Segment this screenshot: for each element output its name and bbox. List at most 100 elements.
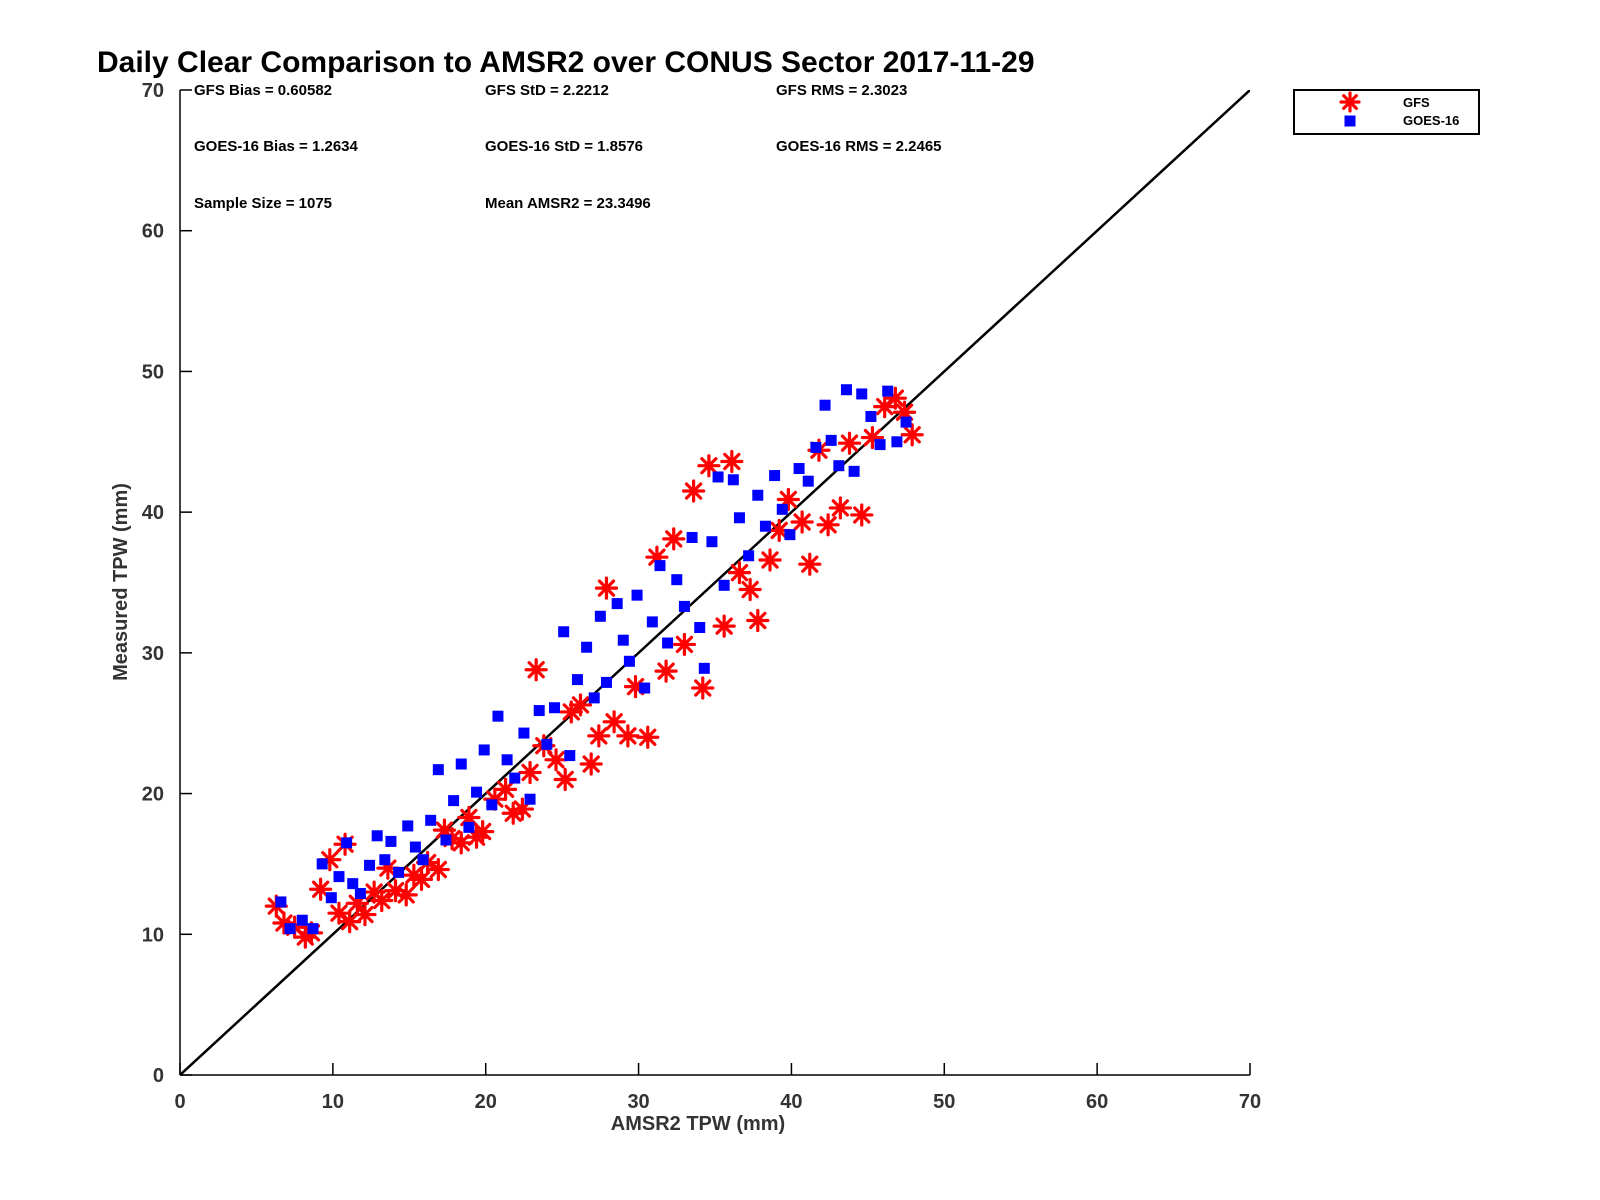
gfs-point-11: [353, 902, 377, 927]
gfs-point-52: [712, 614, 736, 638]
goes16-point-52: [686, 531, 698, 543]
gfs-point-35: [553, 767, 577, 792]
goes16-point-31: [524, 793, 536, 805]
goes16-point-23: [463, 821, 475, 833]
legend-goes16-marker: [1344, 115, 1356, 127]
stat-mean-amsr2: Mean AMSR2 = 23.3496: [485, 195, 651, 212]
goes16-point-9: [354, 887, 366, 899]
gfs-point-40: [594, 576, 619, 600]
goes16-point-48: [654, 560, 666, 572]
x-tick-label-2: 20: [475, 1091, 497, 1113]
goes16-point-39: [588, 692, 600, 704]
goes16-point-58: [727, 474, 739, 486]
goes16-point-5: [325, 892, 337, 904]
goes16-point-19: [432, 764, 444, 776]
goes16-point-21: [448, 795, 460, 807]
goes16-point-69: [819, 399, 831, 411]
series-goes16-points: [275, 384, 912, 935]
goes16-point-47: [646, 616, 658, 628]
goes16-point-8: [347, 878, 359, 890]
goes16-point-33: [541, 738, 553, 750]
gfs-point-54: [727, 561, 752, 585]
goes16-point-35: [558, 626, 570, 638]
stat-goes-rms: GOES-16 RMS = 2.2465: [776, 138, 942, 155]
gfs-point-51: [697, 454, 721, 478]
goes16-point-64: [776, 503, 788, 515]
gfs-point-44: [636, 725, 660, 749]
legend-gfs-marker: [1339, 91, 1361, 113]
goes16-point-11: [371, 830, 383, 842]
gfs-point-18: [409, 867, 434, 892]
gfs-point-55: [738, 577, 762, 602]
goes16-point-24: [471, 786, 483, 798]
goes16-point-1: [284, 923, 296, 935]
legend-goes16-square: [1344, 115, 1356, 127]
gfs-point-16: [394, 883, 418, 907]
stats-annotations: GFS Bias = 0.60582 GFS StD = 2.2212 GFS …: [194, 82, 942, 212]
goes16-point-75: [865, 410, 877, 422]
goes16-point-15: [402, 820, 414, 832]
goes16-point-68: [810, 441, 822, 453]
legend-box: [1293, 89, 1480, 135]
gfs-point-49: [681, 479, 706, 503]
y-tick-label-6: 60: [142, 221, 164, 243]
goes16-point-13: [385, 835, 397, 847]
gfs-point-32: [524, 658, 548, 682]
goes16-point-42: [611, 598, 623, 610]
goes16-point-3: [307, 923, 319, 935]
goes16-point-70: [825, 434, 837, 446]
gfs-point-65: [837, 431, 862, 455]
goes16-point-4: [316, 858, 328, 870]
goes16-point-77: [882, 385, 894, 397]
goes16-point-50: [671, 574, 683, 586]
goes16-point-30: [518, 727, 530, 739]
gfs-point-38: [579, 752, 603, 776]
gfs-point-5: [309, 877, 333, 901]
goes16-point-55: [706, 536, 718, 548]
x-axis-label: AMSR2 TPW (mm): [611, 1113, 785, 1135]
x-tick-label-5: 50: [933, 1091, 955, 1113]
gfs-point-29: [501, 801, 525, 825]
goes16-point-57: [718, 579, 730, 591]
goes16-point-79: [900, 416, 912, 428]
y-tick-label-5: 50: [142, 361, 164, 383]
goes16-point-78: [891, 436, 903, 448]
goes16-point-17: [417, 854, 429, 866]
goes16-point-51: [678, 600, 690, 612]
goes16-point-63: [769, 470, 781, 482]
goes16-point-59: [733, 512, 745, 524]
goes16-point-38: [581, 641, 593, 653]
stat-sample-size: Sample Size = 1075: [194, 195, 332, 212]
y-tick-label-1: 10: [142, 924, 164, 946]
gfs-point-53: [720, 449, 744, 474]
goes16-point-27: [492, 710, 504, 722]
goes16-point-54: [698, 662, 710, 674]
goes16-point-20: [440, 834, 452, 846]
goes16-point-6: [333, 871, 345, 883]
legend-gfs-label: GFS: [1403, 95, 1430, 110]
gfs-point-50: [691, 676, 715, 700]
goes16-point-53: [694, 622, 706, 634]
goes16-point-76: [874, 439, 886, 451]
goes16-point-29: [509, 772, 521, 784]
stat-gfs-bias: GFS Bias = 0.60582: [194, 82, 332, 99]
gfs-point-57: [758, 548, 782, 572]
goes16-point-22: [455, 758, 467, 770]
gfs-point-66: [850, 503, 874, 527]
y-axis-label: Measured TPW (mm): [110, 483, 132, 681]
goes16-point-65: [784, 529, 796, 541]
legend-goes16-label: GOES-16: [1403, 113, 1459, 128]
goes16-point-18: [425, 814, 437, 826]
legend-gfs-asterisk: [1339, 91, 1361, 113]
x-tick-label-4: 40: [780, 1091, 802, 1113]
goes16-point-28: [501, 754, 513, 766]
gfs-point-26: [471, 819, 495, 844]
goes16-point-7: [341, 837, 353, 849]
goes16-point-60: [743, 550, 755, 562]
goes16-point-37: [571, 674, 583, 686]
goes16-point-34: [549, 702, 560, 714]
gfs-point-71: [900, 423, 924, 447]
goes16-point-36: [564, 750, 576, 762]
identity-line: [180, 90, 1250, 1075]
